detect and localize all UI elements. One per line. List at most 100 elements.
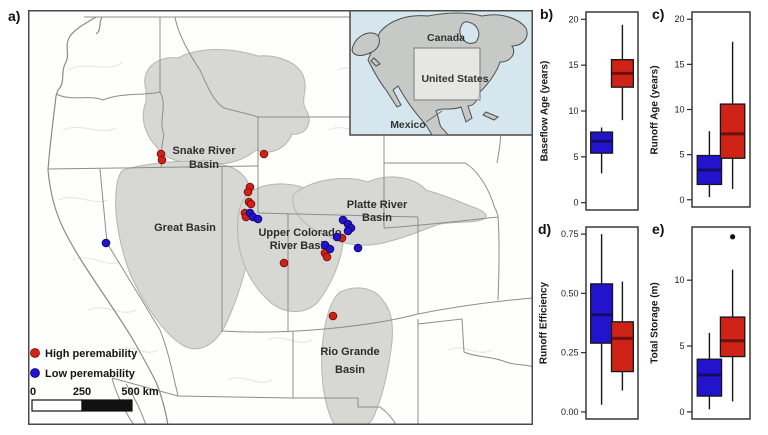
platte-basin-label-line1: Platte River	[347, 199, 408, 211]
legend-high-permeability-label: High peremability	[45, 348, 138, 360]
inset-canada-label: Canada	[427, 32, 465, 44]
map-point-high_permeability	[157, 155, 167, 165]
panel-e-letter: e)	[652, 221, 665, 237]
box-high-permeability	[610, 24, 634, 121]
map-svg: Snake River Basin Great Basin Upper Colo…	[28, 9, 534, 426]
map-point-high_permeability	[328, 311, 338, 321]
hudson-bay-shape	[459, 21, 480, 44]
y-axis-tick-label: 20	[568, 14, 578, 24]
mexico-pointer-line	[425, 110, 443, 123]
study-area-rectangle	[413, 47, 481, 101]
boxplot-panel-e: 0 5 10 e) Total Storage (m)	[645, 215, 768, 435]
coastline	[47, 16, 169, 426]
panel-c-letter: c)	[652, 6, 665, 22]
iqr-box	[696, 358, 723, 397]
scale-bar-white-segment	[31, 399, 83, 412]
y-axis-tick-label: 0	[679, 407, 684, 417]
boxplot-svg-b: 0 5 10 15 20	[568, 11, 639, 211]
boxplot-panel-b: 0 5 10 15 20 b) Baseflow Age (years)	[530, 0, 652, 216]
box-low-permeability	[590, 234, 614, 405]
map-frame	[28, 10, 533, 425]
map-panel: Snake River Basin Great Basin Upper Colo…	[28, 9, 534, 426]
rio-grande-label-line2: Basin	[335, 364, 365, 376]
y-axis-tick-label: 10	[674, 275, 684, 285]
legend-low-permeability-label: Low peremability	[45, 368, 136, 380]
scale-bar: 0 250 500 km	[30, 386, 159, 412]
legend-low-permeability-dot	[30, 368, 40, 378]
snake-basin-label-line1: Snake River	[173, 145, 237, 157]
inset-map: Canada United States Mexico	[349, 9, 534, 136]
baseflow-age-axis-label: Baseflow Age (years)	[539, 60, 551, 162]
map-points-low-permeability	[101, 208, 363, 254]
map-point-high_permeability	[279, 258, 289, 268]
snake-river-basin-shape	[142, 49, 310, 165]
y-axis-tick-label: 0.75	[561, 229, 579, 239]
boxplot-svg-e: 0 5 10	[674, 226, 751, 420]
map-point-low_permeability	[325, 244, 335, 254]
y-axis-tick-label: 5	[679, 150, 684, 160]
y-axis-tick-label: 5	[679, 341, 684, 351]
box-high-permeability	[610, 281, 634, 391]
upper-colorado-label-line1: Upper Colorado	[258, 227, 341, 239]
runoff-efficiency-axis-label: Runoff Efficiency	[538, 281, 550, 365]
y-axis-tick-label: 0.00	[561, 407, 579, 417]
box-low-permeability	[590, 127, 614, 174]
iqr-box	[610, 321, 634, 373]
alaska-shape	[351, 32, 380, 56]
plot-frame	[585, 11, 639, 211]
outlier-point	[730, 234, 736, 240]
panel-b-letter: b)	[540, 6, 554, 22]
rio-grande-basin-shape	[321, 287, 393, 425]
y-axis-tick-label: 0.25	[561, 348, 579, 358]
y-axis-tick-label: 10	[568, 106, 578, 116]
total-storage-axis-label: Total Storage (m)	[649, 282, 661, 364]
map-point-high_permeability	[259, 149, 269, 159]
y-axis-tick-label: 15	[674, 59, 684, 69]
y-axis-tick-label: 0	[573, 198, 578, 208]
scale-label-500km: 500 km	[121, 386, 159, 398]
map-point-low_permeability	[343, 226, 353, 236]
map-points-high-permeability	[156, 149, 347, 321]
scale-bar-black-segment	[81, 399, 133, 412]
scale-label-250: 250	[73, 386, 91, 398]
box-low-permeability	[696, 131, 723, 198]
map-point-high_permeability	[246, 199, 256, 209]
map-point-low_permeability	[353, 243, 363, 253]
map-point-low_permeability	[101, 238, 111, 248]
y-axis-tick-label: 0	[679, 195, 684, 205]
box-high-permeability	[719, 234, 746, 402]
vancouver-island-shape	[370, 57, 381, 67]
rio-grande-label-line1: Rio Grande	[320, 346, 379, 358]
great-basin-label: Great Basin	[154, 222, 216, 234]
great-basin-shape	[115, 160, 255, 350]
y-axis-tick-label: 5	[573, 152, 578, 162]
boxplot-panel-d: 0.00 0.25 0.50 0.75 d) Runoff Efficiency	[530, 215, 652, 435]
box-low-permeability	[696, 332, 723, 410]
iqr-box	[719, 316, 746, 358]
scale-label-0: 0	[30, 386, 36, 398]
runoff-age-axis-label: Runoff Age (years)	[649, 65, 661, 155]
cuba-shape	[482, 111, 499, 121]
boxplot-panel-c: 0 5 10 15 20 c) Runoff Age (years)	[645, 0, 768, 216]
y-axis-tick-label: 10	[674, 105, 684, 115]
basin-shapes	[115, 49, 487, 425]
platte-basin-label-line2: Basin	[362, 212, 392, 224]
legend-high-permeability-dot	[30, 348, 40, 358]
y-axis-tick-label: 20	[674, 14, 684, 24]
upper-colorado-label-line2: River Basin	[270, 240, 331, 252]
map-point-low_permeability	[332, 232, 342, 242]
panel-a-letter: a)	[8, 8, 21, 24]
snake-basin-label-line2: Basin	[189, 159, 219, 171]
y-axis-tick-label: 0.50	[561, 288, 579, 298]
iqr-box	[719, 103, 746, 159]
box-high-permeability	[719, 41, 746, 189]
map-point-high_permeability	[322, 252, 332, 262]
map-legend: High peremability Low peremability	[30, 348, 138, 380]
boxplot-svg-d: 0.00 0.25 0.50 0.75	[561, 226, 639, 420]
inset-united-states-label: United States	[421, 73, 488, 85]
y-axis-tick-label: 15	[568, 60, 578, 70]
boxplot-svg-c: 0 5 10 15 20	[674, 11, 751, 208]
panel-d-letter: d)	[538, 221, 552, 237]
map-point-low_permeability	[253, 214, 263, 224]
map-point-high_permeability	[243, 187, 253, 197]
